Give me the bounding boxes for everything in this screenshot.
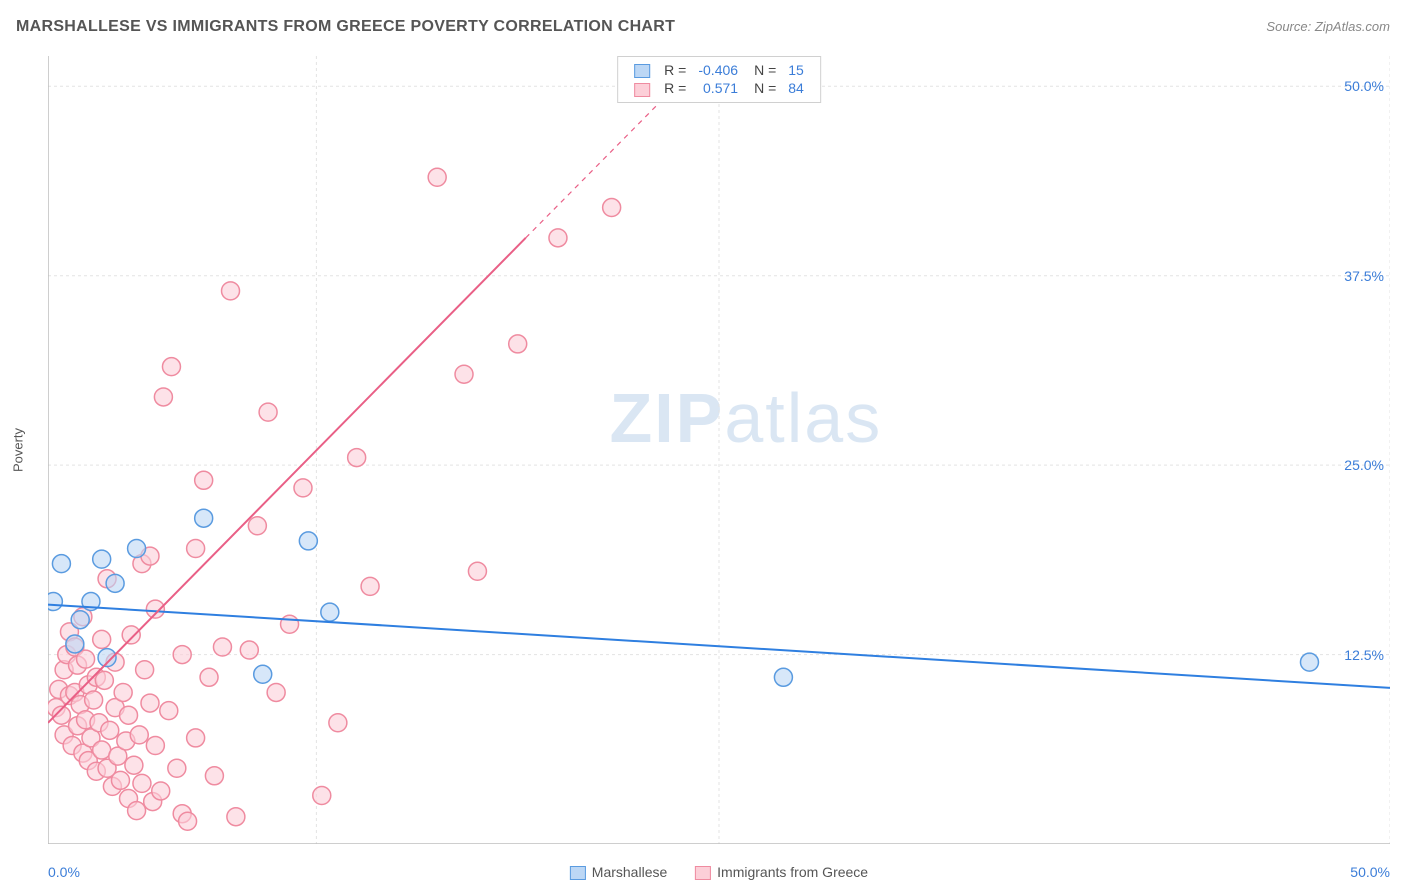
r-label: R = xyxy=(658,61,692,79)
y-tick-label: 37.5% xyxy=(1344,268,1384,284)
legend-item-label: Marshallese xyxy=(592,864,667,880)
r-value: -0.406 xyxy=(692,61,744,79)
legend-item-marshallese: Marshallese xyxy=(570,864,667,880)
r-value: 0.571 xyxy=(692,79,744,97)
series-legend: Marshallese Immigrants from Greece xyxy=(556,864,882,880)
n-label: N = xyxy=(744,61,782,79)
x-tick-max: 50.0% xyxy=(1350,864,1390,880)
x-tick-min: 0.0% xyxy=(48,864,80,880)
legend-swatch-icon xyxy=(570,866,586,880)
y-axis-label: Poverty xyxy=(11,428,26,472)
source-link[interactable]: ZipAtlas.com xyxy=(1315,19,1390,34)
y-tick-label: 25.0% xyxy=(1344,457,1384,473)
n-value: 15 xyxy=(782,61,810,79)
legend-item-greece: Immigrants from Greece xyxy=(695,864,868,880)
legend-item-label: Immigrants from Greece xyxy=(717,864,868,880)
n-label: N = xyxy=(744,79,782,97)
y-tick-label: 12.5% xyxy=(1344,647,1384,663)
y-tick-label: 50.0% xyxy=(1344,78,1384,94)
plot-area: Poverty ZIPatlas 12.5%25.0%37.5%50.0% R … xyxy=(48,56,1390,844)
scatter-plot xyxy=(48,56,1390,844)
legend-swatch-icon xyxy=(634,64,650,78)
chart-title: MARSHALLESE VS IMMIGRANTS FROM GREECE PO… xyxy=(16,18,675,36)
correlation-legend: R =-0.406N =15R =0.571N =84 xyxy=(617,56,821,103)
legend-swatch-icon xyxy=(695,866,711,880)
legend-row-marshallese: R =-0.406N =15 xyxy=(628,61,810,79)
legend-swatch-icon xyxy=(634,83,650,97)
n-value: 84 xyxy=(782,79,810,97)
r-label: R = xyxy=(658,79,692,97)
source-credit: Source: ZipAtlas.com xyxy=(1266,19,1390,34)
legend-row-greece: R =0.571N =84 xyxy=(628,79,810,97)
source-label: Source: xyxy=(1266,19,1311,34)
